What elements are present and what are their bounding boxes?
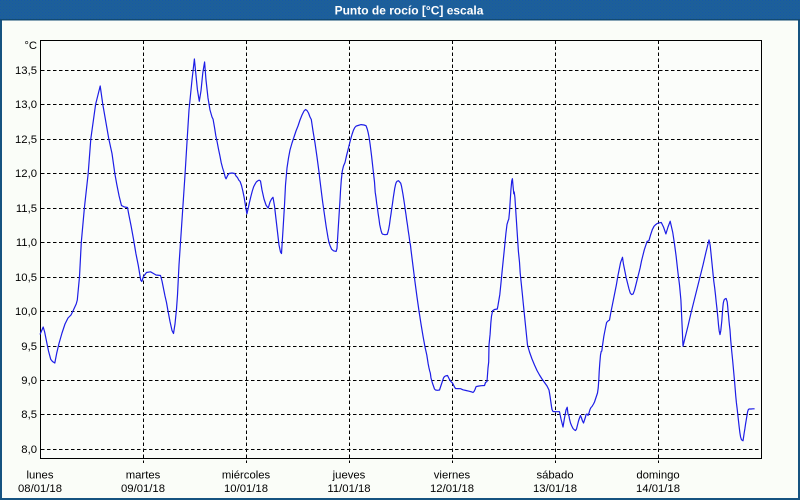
svg-text:°C: °C: [24, 40, 37, 52]
svg-text:viernes: viernes: [434, 470, 471, 482]
svg-text:12,5: 12,5: [15, 134, 37, 146]
svg-text:miércoles: miércoles: [222, 470, 271, 482]
svg-text:sábado: sábado: [536, 470, 573, 482]
svg-text:13,0: 13,0: [15, 99, 37, 111]
svg-text:13/01/18: 13/01/18: [533, 483, 577, 495]
svg-text:11,5: 11,5: [16, 203, 37, 215]
svg-text:martes: martes: [126, 470, 161, 482]
svg-text:14/01/18: 14/01/18: [636, 483, 680, 495]
svg-text:10,5: 10,5: [15, 272, 37, 284]
svg-text:13,5: 13,5: [15, 65, 37, 77]
svg-text:lunes: lunes: [26, 470, 53, 482]
svg-text:8,5: 8,5: [21, 409, 37, 421]
svg-text:10/01/18: 10/01/18: [224, 483, 268, 495]
svg-text:11/01/18: 11/01/18: [327, 483, 370, 495]
svg-text:11,0: 11,0: [16, 237, 37, 249]
svg-text:12,0: 12,0: [15, 168, 37, 180]
svg-text:09/01/18: 09/01/18: [121, 483, 165, 495]
svg-text:9,0: 9,0: [21, 375, 37, 387]
svg-text:12/01/18: 12/01/18: [430, 483, 474, 495]
svg-text:8,0: 8,0: [21, 444, 37, 456]
svg-text:10,0: 10,0: [15, 306, 37, 318]
svg-text:jueves: jueves: [332, 470, 366, 482]
svg-text:08/01/18: 08/01/18: [18, 483, 62, 495]
svg-text:Punto de rocío [°C] escala: Punto de rocío [°C] escala: [335, 4, 484, 18]
svg-text:domingo: domingo: [636, 470, 679, 482]
svg-text:9,5: 9,5: [21, 341, 37, 353]
